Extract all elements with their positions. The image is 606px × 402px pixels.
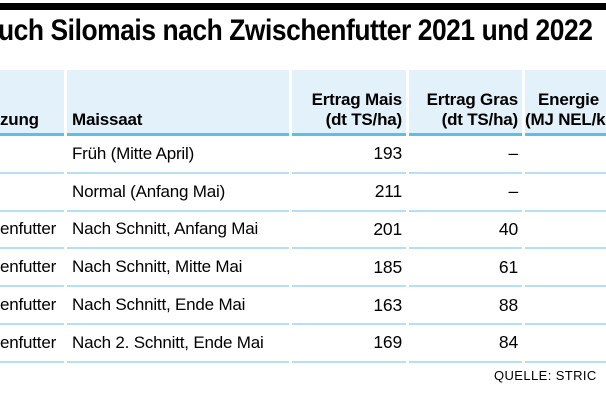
data-table: zung Maissaat Ertrag Mais (dt TS/ha) Ert…	[0, 70, 606, 363]
col-header-nutzung: zung	[0, 70, 64, 136]
table-row-6-energie	[525, 325, 606, 363]
table-row-2-energie	[525, 174, 606, 212]
table-row-4-nutzung: enfutter	[0, 249, 64, 288]
table-row-2-maissaat: Normal (Anfang Mai)	[67, 174, 289, 212]
table-row-5-ertrag-mais: 163	[292, 287, 406, 325]
table-row-5-energie	[525, 287, 606, 325]
table-row-6-nutzung: enfutter	[0, 325, 64, 363]
table-row-5-maissaat: Nach Schnitt, Ende Mai	[67, 287, 289, 325]
col-header-nutzung-label: zung	[0, 110, 39, 129]
table-row-1-nutzung	[0, 136, 64, 174]
table-row-3-ertrag-mais: 201	[292, 212, 406, 250]
col-header-ertrag-gras: Ertrag Gras (dt TS/ha)	[409, 70, 522, 136]
table-row-1-maissaat: Früh (Mitte April)	[67, 136, 289, 174]
col-header-ertrag-gras-line1: Ertrag Gras	[426, 90, 519, 109]
table-row-3-maissaat: Nach Schnitt, Anfang Mai	[67, 212, 289, 250]
table-row-3-nutzung: enfutter	[0, 212, 64, 250]
table-row-4-ertrag-gras: 61	[409, 249, 522, 288]
table-row-4-maissaat: Nach Schnitt, Mitte Mai	[67, 249, 289, 288]
col-header-energie-line1: Energie	[538, 90, 599, 109]
source-credit: QUELLE: STRIC	[494, 368, 597, 383]
table-row-6-ertrag-mais: 169	[292, 325, 406, 363]
col-header-energie-line2: (MJ NEL/k	[525, 110, 606, 129]
table-row-4-energie	[525, 249, 606, 288]
col-header-ertrag-mais: Ertrag Mais (dt TS/ha)	[292, 70, 406, 136]
table-row-1-ertrag-mais: 193	[292, 136, 406, 174]
table-row-2-nutzung	[0, 174, 64, 212]
col-header-energie: Energie (MJ NEL/k	[525, 70, 606, 136]
top-rule	[0, 3, 606, 10]
table-row-2-ertrag-gras: –	[409, 174, 522, 212]
table-row-1-energie	[525, 136, 606, 174]
col-header-ertrag-gras-line2: (dt TS/ha)	[441, 110, 519, 129]
col-header-maissaat: Maissaat	[67, 70, 289, 136]
table-row-5-nutzung: enfutter	[0, 287, 64, 325]
table-row-3-energie	[525, 212, 606, 250]
col-header-ertrag-mais-line2: (dt TS/ha)	[325, 110, 403, 129]
chart-title: uch Silomais nach Zwischenfutter 2021 un…	[0, 14, 593, 47]
table-row-3-ertrag-gras: 40	[409, 212, 522, 250]
col-header-maissaat-label: Maissaat	[72, 110, 143, 129]
table-row-4-ertrag-mais: 185	[292, 249, 406, 288]
table-row-6-ertrag-gras: 84	[409, 325, 522, 363]
table-row-5-ertrag-gras: 88	[409, 287, 522, 325]
table-row-1-ertrag-gras: –	[409, 136, 522, 174]
col-header-ertrag-mais-line1: Ertrag Mais	[311, 90, 403, 109]
table-row-6-maissaat: Nach 2. Schnitt, Ende Mai	[67, 325, 289, 363]
table-row-2-ertrag-mais: 211	[292, 174, 406, 212]
